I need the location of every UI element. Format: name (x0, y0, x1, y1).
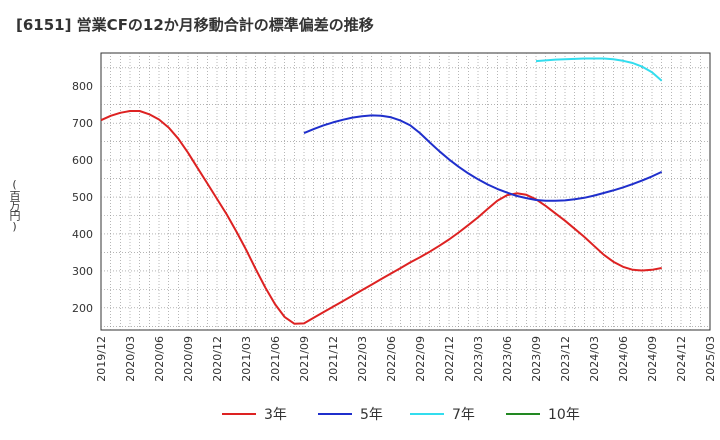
y-tick-label: 800 (72, 80, 93, 93)
x-tick-label: 2023/03 (472, 336, 485, 382)
x-tick-label: 2024/09 (646, 336, 659, 382)
plot-area (100, 52, 711, 331)
x-tick-label: 2022/06 (385, 336, 398, 382)
x-tick-label: 2024/06 (617, 336, 630, 382)
x-tick-label: 2020/06 (153, 336, 166, 382)
x-tick-label: 2022/03 (356, 336, 369, 382)
x-tick-label: 2022/12 (443, 336, 456, 382)
legend-label-2: 5年 (360, 407, 383, 423)
y-tick-label: 300 (72, 265, 93, 278)
x-tick-label: 2025/03 (704, 336, 717, 382)
x-tick-label: 2024/03 (588, 336, 601, 382)
series-line-2 (303, 114, 663, 202)
x-tick-label: 2021/12 (327, 336, 340, 382)
y-tick-label: 400 (72, 228, 93, 241)
legend-label-1: 3年 (264, 407, 287, 423)
y-tick-label: 500 (72, 191, 93, 204)
x-tick-label: 2024/12 (675, 336, 688, 382)
y-axis-unit-label: (百万円) (8, 178, 21, 232)
legend-label-3: 7年 (452, 407, 475, 423)
series-layer (100, 57, 663, 325)
legend: 3年 5年 7年 10年 (222, 407, 580, 423)
chart-title: [6151] 営業CFの12か月移動合計の標準偏差の推移 (16, 16, 374, 34)
x-tick-label: 2021/09 (298, 336, 311, 382)
x-tick-label: 2020/12 (211, 336, 224, 382)
y-tick-label: 600 (72, 154, 93, 167)
x-tick-label: 2023/12 (559, 336, 572, 382)
series-line-1 (100, 110, 662, 325)
x-tick-label: 2023/06 (501, 336, 514, 382)
x-tick-label: 2020/03 (124, 336, 137, 382)
y-tick-label: 200 (72, 302, 93, 315)
x-tick-label: 2021/03 (240, 336, 253, 382)
grid-layer (100, 52, 711, 331)
x-tick-label: 2020/09 (182, 336, 195, 382)
x-tick-label: 2023/09 (530, 336, 543, 382)
x-tick-label: 2019/12 (95, 336, 108, 382)
axis-layer: 200 300 400 500 600 700 800 2019/12 2020/03 2020/… (72, 80, 717, 381)
x-tick-label: 2022/09 (414, 336, 427, 382)
legend-label-4: 10年 (548, 407, 580, 423)
series-line-3 (535, 57, 663, 82)
x-tick-label: 2021/06 (269, 336, 282, 382)
y-tick-label: 700 (72, 117, 93, 130)
